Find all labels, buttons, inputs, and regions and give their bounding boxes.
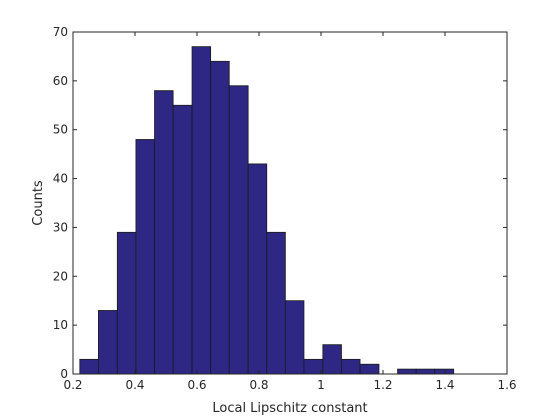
- histogram-bar-7: [210, 60, 230, 375]
- histogram-bar-10: [266, 231, 286, 375]
- y-tick-label-3: 30: [53, 220, 68, 234]
- histogram-bar-5: [172, 104, 193, 375]
- x-tick-label-4: 1: [317, 378, 325, 392]
- histogram-bar-19: [434, 368, 455, 375]
- x-tick-label-0: 0.2: [63, 378, 82, 392]
- histogram-bar-11: [284, 300, 305, 375]
- x-tick-label-2: 0.6: [187, 378, 206, 392]
- x-tick-label-3: 0.8: [249, 378, 268, 392]
- histogram-bar-17: [397, 368, 417, 375]
- histogram-bar-0: [79, 358, 99, 375]
- axes-group: 0.2 0.4 0.6 0.8 1 1.2 1.4 1.6 0 10 20 30 40 50 60 70: [53, 25, 517, 392]
- histogram-bar-14: [341, 358, 361, 375]
- histogram-bar-13: [322, 344, 342, 375]
- histogram-bar-2: [116, 231, 137, 375]
- histogram-bar-12: [303, 358, 324, 375]
- histogram-bar-18: [415, 368, 436, 375]
- y-tick-label-4: 40: [53, 172, 68, 186]
- histogram-bar-1: [98, 310, 118, 375]
- x-tick-label-6: 1.4: [435, 378, 454, 392]
- y-tick-label-2: 20: [53, 269, 68, 283]
- y-axis-label: Counts: [31, 180, 46, 226]
- axes-box: [72, 31, 508, 375]
- y-tick-label-0: 0: [60, 367, 68, 381]
- histogram-bar-6: [191, 46, 212, 375]
- y-tick-label-7: 70: [53, 25, 68, 39]
- x-axis-label: Local Lipschitz constant: [212, 401, 367, 416]
- bars-group: [79, 46, 455, 375]
- histogram-bar-9: [247, 163, 268, 375]
- x-tick-label-7: 1.6: [497, 378, 516, 392]
- histogram-bar-4: [154, 90, 174, 375]
- x-tick-label-5: 1.2: [373, 378, 392, 392]
- x-tick-label-1: 0.4: [125, 378, 144, 392]
- y-tick-label-1: 10: [53, 318, 68, 332]
- y-tick-label-5: 50: [53, 123, 68, 137]
- histogram-bar-3: [135, 139, 155, 375]
- y-tick-label-6: 60: [53, 74, 68, 88]
- histogram-bar-8: [228, 85, 249, 375]
- histogram-bar-15: [359, 363, 380, 375]
